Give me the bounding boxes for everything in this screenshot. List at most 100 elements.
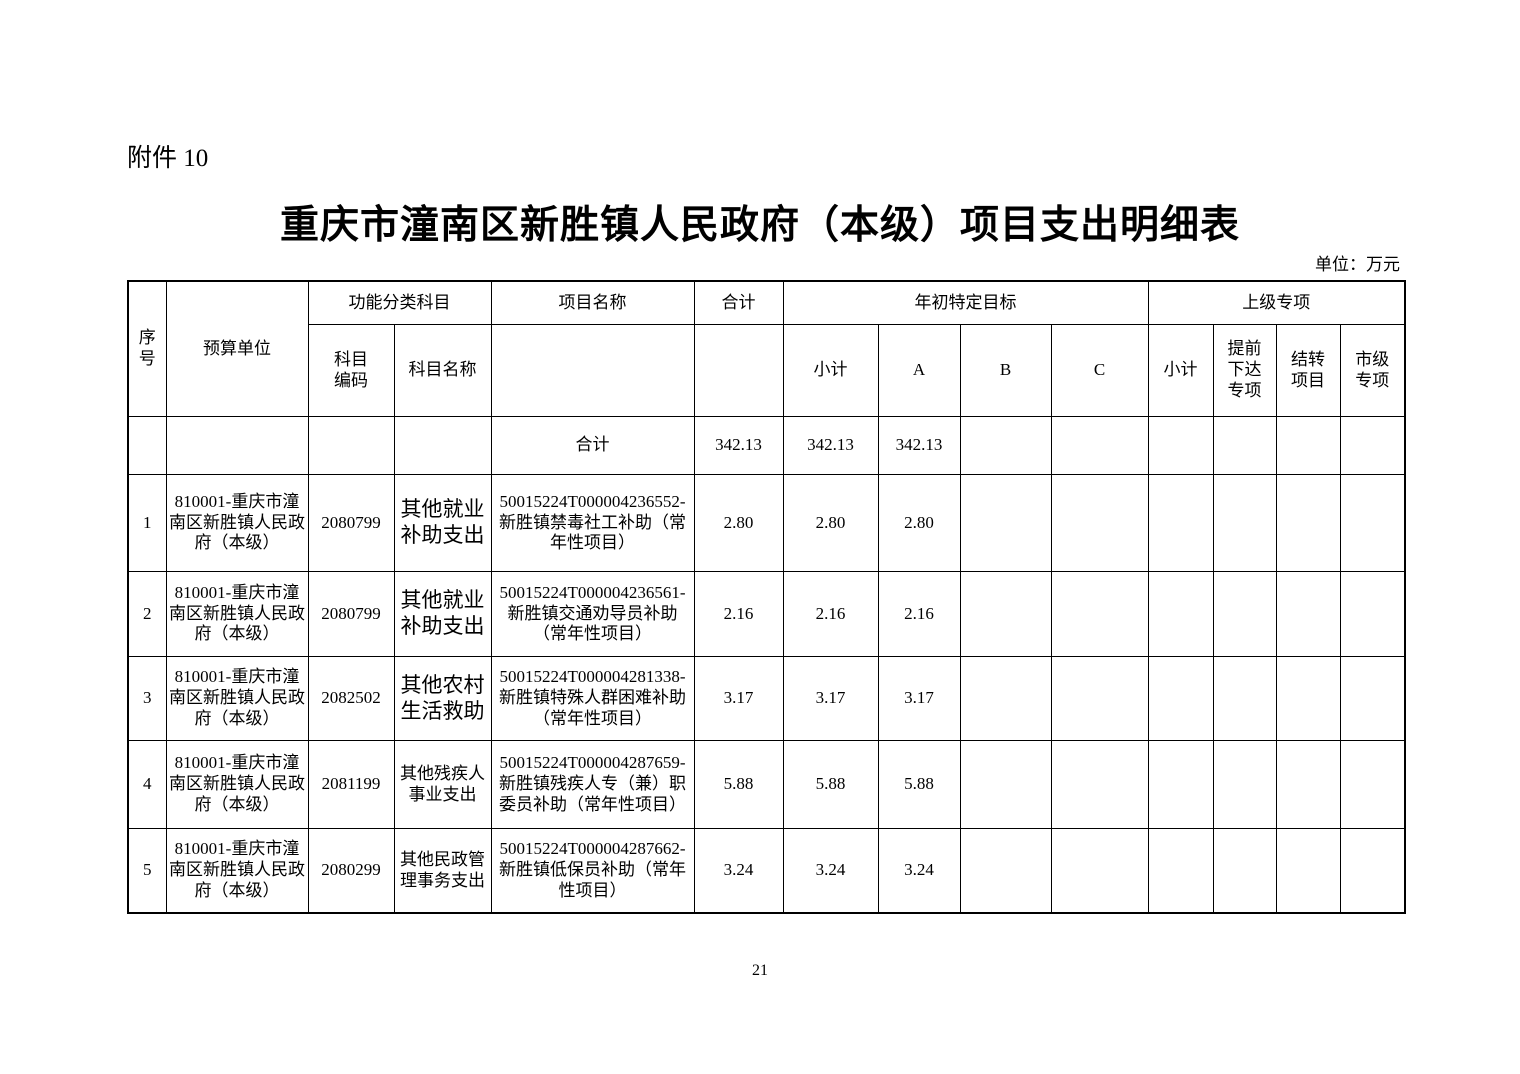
header-project-name-sub (490, 324, 695, 417)
cell-city-special (1339, 740, 1406, 829)
cell-total: 3.17 (693, 656, 784, 741)
cell-advance-special (1212, 571, 1277, 657)
header-superior-group: 上级专项 (1147, 280, 1406, 325)
cell-subject-name (393, 416, 492, 475)
cell-subject-code: 2080799 (307, 571, 395, 657)
cell-budget-unit: 810001-重庆市潼南区新胜镇人民政府（本级） (165, 571, 309, 657)
cell-subtotal-1: 2.80 (782, 474, 879, 572)
cell-subject-code (307, 416, 395, 475)
cell-subtotal-1: 3.17 (782, 656, 879, 741)
header-func-group: 功能分类科目 (307, 280, 492, 325)
cell-subject-name: 其他残疾人事业支出 (393, 740, 492, 829)
cell-project-name: 50015224T000004236561-新胜镇交通劝导员补助（常年性项目） (490, 571, 695, 657)
cell-subtotal-1: 342.13 (782, 416, 879, 475)
cell-col-a: 2.16 (877, 571, 961, 657)
cell-subject-code: 2081199 (307, 740, 395, 829)
header-carryover: 结转 项目 (1275, 324, 1341, 417)
cell-advance-special (1212, 416, 1277, 475)
cell-total: 5.88 (693, 740, 784, 829)
cell-subject-code: 2080299 (307, 828, 395, 914)
cell-col-b (959, 571, 1052, 657)
page-title: 重庆市潼南区新胜镇人民政府（本级）项目支出明细表 (279, 204, 1240, 247)
header-subject-code: 科目 编码 (307, 324, 395, 417)
header-subtotal-2: 小计 (1147, 324, 1214, 417)
cell-budget-unit: 810001-重庆市潼南区新胜镇人民政府（本级） (165, 656, 309, 741)
cell-carryover (1275, 571, 1341, 657)
cell-serial: 5 (127, 828, 167, 914)
cell-col-c (1050, 656, 1149, 741)
header-subject-name: 科目名称 (393, 324, 492, 417)
cell-total: 342.13 (693, 416, 784, 475)
cell-city-special (1339, 474, 1406, 572)
cell-col-c (1050, 828, 1149, 914)
cell-subtotal-2 (1147, 416, 1214, 475)
cell-serial: 1 (127, 474, 167, 572)
cell-subtotal-2 (1147, 571, 1214, 657)
header-year-begin-group: 年初特定目标 (782, 280, 1149, 325)
cell-subject-name: 其他民政管理事务支出 (393, 828, 492, 914)
cell-advance-special (1212, 828, 1277, 914)
cell-city-special (1339, 416, 1406, 475)
cell-city-special (1339, 828, 1406, 914)
cell-advance-special (1212, 740, 1277, 829)
header-city-special: 市级 专项 (1339, 324, 1406, 417)
cell-advance-special (1212, 474, 1277, 572)
cell-project-name: 50015224T000004287659-新胜镇残疾人专（兼）职委员补助（常年… (490, 740, 695, 829)
cell-carryover (1275, 474, 1341, 572)
cell-col-a: 3.17 (877, 656, 961, 741)
cell-col-c (1050, 416, 1149, 475)
cell-total: 3.24 (693, 828, 784, 914)
cell-serial: 3 (127, 656, 167, 741)
cell-budget-unit (165, 416, 309, 475)
cell-subject-name: 其他就业补助支出 (393, 474, 492, 572)
cell-subject-code: 2082502 (307, 656, 395, 741)
header-budget-unit: 预算单位 (165, 280, 309, 417)
table-header: 序 号 预算单位 功能分类科目 项目名称 合计 年初特定目标 上级专项 科目 编… (127, 280, 1406, 417)
header-col-b: B (959, 324, 1052, 417)
cell-col-a: 2.80 (877, 474, 961, 572)
cell-subtotal-2 (1147, 656, 1214, 741)
cell-col-b (959, 828, 1052, 914)
cell-col-c (1050, 740, 1149, 829)
cell-carryover (1275, 828, 1341, 914)
table-body: 合计 342.13 342.13 342.13 1 810001-重庆市潼南区新胜镇人民政… (127, 416, 1406, 914)
budget-table: 序 号 预算单位 功能分类科目 项目名称 合计 年初特定目标 上级专项 科目 编… (127, 280, 1406, 914)
cell-subtotal-1: 2.16 (782, 571, 879, 657)
cell-subtotal-2 (1147, 474, 1214, 572)
cell-total-label: 合计 (490, 416, 695, 475)
cell-project-name: 50015224T000004236552-新胜镇禁毒社工补助（常年性项目） (490, 474, 695, 572)
cell-subject-name: 其他就业补助支出 (393, 571, 492, 657)
cell-total: 2.16 (693, 571, 784, 657)
cell-carryover (1275, 656, 1341, 741)
table-row: 3 810001-重庆市潼南区新胜镇人民政府（本级） 2082502 其他农村生活救助… (127, 656, 1406, 741)
page-number: 21 (752, 962, 768, 979)
cell-serial: 2 (127, 571, 167, 657)
cell-city-special (1339, 656, 1406, 741)
table-row: 4 810001-重庆市潼南区新胜镇人民政府（本级） 2081199 其他残疾人事业支… (127, 740, 1406, 829)
cell-col-b (959, 656, 1052, 741)
cell-col-b (959, 474, 1052, 572)
cell-subtotal-2 (1147, 828, 1214, 914)
attachment-label: 附件 10 (127, 145, 209, 172)
cell-col-a: 342.13 (877, 416, 961, 475)
cell-col-b (959, 740, 1052, 829)
cell-project-name: 50015224T000004281338-新胜镇特殊人群困难补助（常年性项目） (490, 656, 695, 741)
header-col-a: A (877, 324, 961, 417)
cell-col-a: 3.24 (877, 828, 961, 914)
header-serial: 序 号 (127, 280, 167, 417)
cell-budget-unit: 810001-重庆市潼南区新胜镇人民政府（本级） (165, 474, 309, 572)
header-project-name: 项目名称 (490, 280, 695, 325)
table-row: 2 810001-重庆市潼南区新胜镇人民政府（本级） 2080799 其他就业补助支出… (127, 571, 1406, 657)
cell-total: 2.80 (693, 474, 784, 572)
cell-budget-unit: 810001-重庆市潼南区新胜镇人民政府（本级） (165, 828, 309, 914)
cell-subtotal-2 (1147, 740, 1214, 829)
cell-budget-unit: 810001-重庆市潼南区新胜镇人民政府（本级） (165, 740, 309, 829)
header-col-c: C (1050, 324, 1149, 417)
header-total: 合计 (693, 280, 784, 325)
table-row: 1 810001-重庆市潼南区新胜镇人民政府（本级） 2080799 其他就业补助支出… (127, 474, 1406, 572)
cell-subject-code: 2080799 (307, 474, 395, 572)
unit-note: 单位：万元 (1315, 255, 1400, 274)
cell-serial: 4 (127, 740, 167, 829)
cell-carryover (1275, 740, 1341, 829)
cell-serial (127, 416, 167, 475)
